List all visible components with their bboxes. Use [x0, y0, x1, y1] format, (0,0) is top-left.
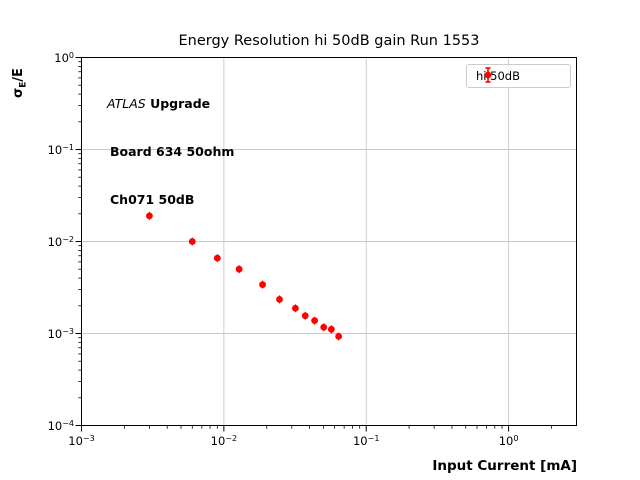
- x-tick-label: 100: [498, 434, 519, 448]
- x-axis-label: Input Current [mA]: [432, 458, 577, 474]
- data-point: [311, 317, 319, 325]
- x-tick-label: 10−2: [210, 434, 238, 448]
- data-point: [146, 212, 153, 220]
- data-point: [235, 265, 243, 273]
- data-point: [320, 323, 328, 331]
- ylabel-rest: /E: [11, 68, 26, 82]
- annotation-block: ATLAS Upgrade Board 634 50ohm Ch071 50dB: [107, 64, 234, 240]
- data-point: [188, 238, 196, 245]
- y-axis-label: σE/E: [11, 68, 29, 98]
- annotation-atlas-line: ATLAS Upgrade: [107, 96, 234, 112]
- data-point: [276, 295, 283, 303]
- y-tick-label: 10−4: [47, 418, 74, 433]
- ylabel-subscript: E: [18, 81, 29, 88]
- y-tick-label: 10−2: [47, 234, 74, 249]
- ylabel-sigma: σ: [11, 87, 26, 98]
- y-tick-label: 100: [54, 50, 74, 65]
- data-point: [291, 304, 299, 312]
- y-tick-label: 10−3: [47, 326, 74, 341]
- annotation-upgrade: Upgrade: [145, 96, 211, 111]
- legend: hi 50dB: [466, 64, 571, 88]
- data-point: [259, 281, 266, 289]
- chart-title: Energy Resolution hi 50dB gain Run 1553: [178, 33, 480, 49]
- legend-errorbar-icon: [484, 67, 492, 83]
- annotation-channel: Ch071 50dB: [110, 192, 195, 207]
- x-tick-label: 10−3: [68, 434, 95, 448]
- x-tick-label: 10−1: [352, 434, 380, 448]
- data-point: [213, 254, 221, 262]
- annotation-atlas-italic: ATLAS: [107, 96, 146, 111]
- annotation-board: Board 634 50ohm: [110, 144, 235, 159]
- data-point: [327, 325, 335, 333]
- data-point: [335, 332, 343, 340]
- y-tick-label: 10−1: [47, 142, 74, 157]
- data-point: [301, 312, 309, 320]
